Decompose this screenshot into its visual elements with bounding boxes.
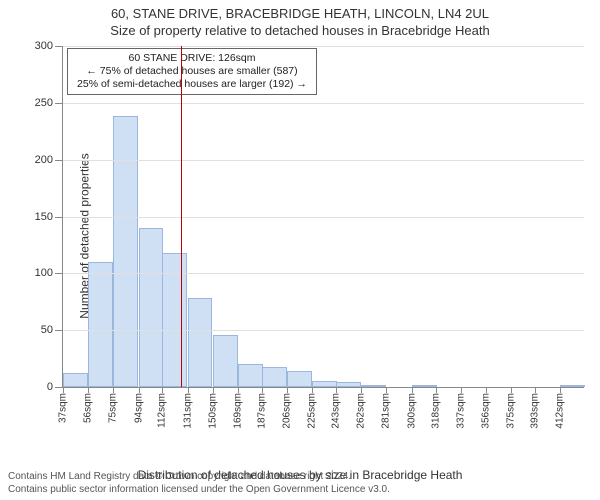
- x-tick-label: 243sqm: [331, 393, 342, 429]
- histogram-bar: [113, 116, 138, 387]
- grid-line: [63, 217, 584, 218]
- x-tick-label: 75sqm: [108, 393, 119, 423]
- grid-line: [63, 330, 584, 331]
- y-tick-label: 250: [35, 97, 63, 109]
- histogram-chart: Number of detached properties 60 STANE D…: [0, 42, 600, 430]
- x-tick-label: 187sqm: [256, 393, 267, 429]
- x-tick-label: 281sqm: [381, 393, 392, 429]
- x-tick-label: 337sqm: [455, 393, 466, 429]
- x-tick-label: 169sqm: [232, 393, 243, 429]
- histogram-bar: [63, 373, 88, 387]
- histogram-bar: [262, 367, 287, 387]
- histogram-bar: [213, 335, 238, 387]
- x-tick-label: 412sqm: [555, 393, 566, 429]
- x-tick-label: 112sqm: [157, 393, 168, 428]
- x-tick-label: 206sqm: [282, 393, 293, 429]
- grid-line: [63, 273, 584, 274]
- histogram-bar: [336, 382, 361, 387]
- y-tick-label: 150: [35, 211, 63, 223]
- y-tick-label: 50: [41, 324, 63, 336]
- reference-line: [181, 46, 182, 387]
- grid-line: [63, 103, 584, 104]
- histogram-bar: [287, 371, 312, 387]
- plot-area: 60 STANE DRIVE: 126sqm ← 75% of detached…: [62, 46, 584, 388]
- page-title-line1: 60, STANE DRIVE, BRACEBRIDGE HEATH, LINC…: [0, 0, 600, 21]
- histogram-bar: [361, 385, 386, 387]
- footer-line1: Contains HM Land Registry data © Crown c…: [8, 471, 592, 484]
- footer-line2: Contains public sector information licen…: [8, 484, 592, 497]
- annotation-callout: 60 STANE DRIVE: 126sqm ← 75% of detached…: [67, 48, 317, 95]
- histogram-bar: [412, 385, 437, 387]
- histogram-bar: [139, 228, 164, 387]
- x-tick-label: 375sqm: [506, 393, 517, 429]
- x-tick-label: 225sqm: [307, 393, 318, 429]
- x-tick-label: 300sqm: [406, 393, 417, 429]
- histogram-bar: [238, 364, 263, 387]
- y-tick-label: 200: [35, 154, 63, 166]
- histogram-bar: [188, 298, 213, 387]
- annotation-line3: 25% of semi-detached houses are larger (…: [74, 78, 310, 91]
- x-tick-label: 56sqm: [83, 393, 94, 423]
- x-tick-label: 356sqm: [480, 393, 491, 429]
- grid-line: [63, 46, 584, 47]
- attribution-footer: Contains HM Land Registry data © Crown c…: [8, 471, 592, 496]
- x-tick-label: 131sqm: [182, 393, 193, 429]
- x-tick-label: 94sqm: [133, 393, 144, 423]
- y-tick-label: 300: [35, 40, 63, 52]
- x-tick-label: 393sqm: [529, 393, 540, 429]
- histogram-bar: [312, 381, 337, 387]
- x-tick-label: 37sqm: [58, 393, 69, 423]
- histogram-bar: [560, 385, 585, 387]
- grid-line: [63, 160, 584, 161]
- histogram-bar: [88, 262, 113, 387]
- annotation-line1: 60 STANE DRIVE: 126sqm: [74, 52, 310, 65]
- y-tick-label: 0: [47, 381, 63, 393]
- x-tick-label: 262sqm: [356, 393, 367, 429]
- x-tick-label: 150sqm: [207, 393, 218, 429]
- annotation-line2: ← 75% of detached houses are smaller (58…: [74, 65, 310, 78]
- y-tick-label: 100: [35, 267, 63, 279]
- page-title-line2: Size of property relative to detached ho…: [0, 21, 600, 42]
- x-tick-label: 318sqm: [430, 393, 441, 429]
